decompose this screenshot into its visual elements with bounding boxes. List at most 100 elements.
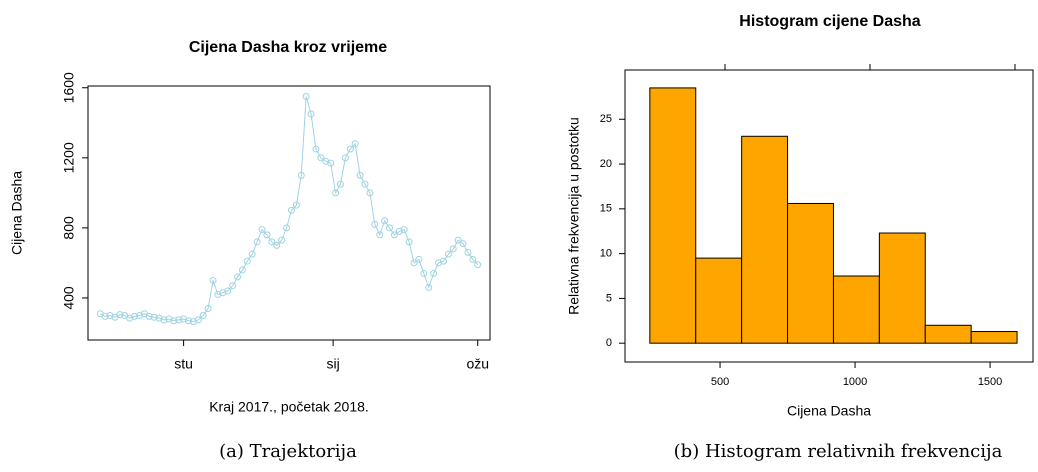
point — [435, 259, 443, 267]
point — [204, 304, 212, 312]
point — [224, 287, 232, 295]
point — [312, 145, 320, 153]
point — [243, 257, 251, 265]
point — [351, 140, 359, 148]
caption: (b) Histogram relativnih frekvencija — [674, 441, 1003, 462]
point — [390, 231, 398, 239]
y-tick-label: 1600 — [61, 72, 77, 103]
point — [341, 154, 349, 162]
point — [189, 318, 197, 326]
y-tick-label: 1200 — [61, 142, 77, 173]
point — [253, 238, 261, 246]
point — [425, 283, 433, 291]
point — [346, 145, 354, 153]
y-tick-label: 15 — [600, 203, 612, 215]
point — [180, 315, 188, 323]
point — [101, 312, 109, 320]
point — [194, 316, 202, 324]
point — [439, 257, 447, 265]
point — [185, 317, 192, 325]
point — [366, 189, 374, 197]
y-tick-label: 800 — [61, 216, 77, 240]
point — [474, 261, 482, 269]
point — [430, 269, 438, 277]
y-tick-label: 25 — [600, 113, 612, 125]
point — [229, 282, 237, 290]
plot-frame — [624, 69, 1034, 363]
point — [415, 255, 423, 263]
x-axis-label: Cijena Dasha — [787, 403, 871, 419]
x-tick-label: 500 — [711, 376, 729, 388]
point — [464, 248, 472, 256]
point — [199, 311, 207, 319]
point — [420, 269, 428, 277]
point — [238, 266, 246, 274]
point — [126, 314, 134, 322]
y-tick-label: 20 — [600, 158, 612, 170]
y-tick-label: 0 — [606, 337, 612, 349]
x-tick-label: 1000 — [843, 376, 867, 388]
point — [160, 316, 168, 324]
point — [336, 180, 344, 188]
point — [381, 217, 389, 225]
point — [459, 240, 467, 248]
x-axis-label: Kraj 2017., početak 2018. — [209, 399, 369, 415]
point — [258, 226, 266, 234]
caption: (a) Trajektorija — [219, 441, 357, 462]
point — [297, 171, 305, 179]
point — [268, 238, 276, 246]
x-tick-label: 1500 — [978, 376, 1002, 388]
point — [155, 314, 163, 322]
point — [317, 154, 325, 162]
point — [234, 273, 242, 281]
point — [376, 231, 384, 239]
point — [287, 206, 295, 214]
point — [150, 313, 158, 321]
point — [395, 227, 403, 235]
bar — [741, 135, 789, 344]
point — [400, 226, 408, 234]
point — [361, 180, 369, 188]
chart-title: Histogram cijene Dasha — [739, 13, 921, 30]
point — [386, 224, 393, 232]
plot-frame — [87, 85, 491, 341]
point — [116, 311, 124, 319]
x-tick-label: ožu — [466, 356, 489, 372]
point — [170, 317, 178, 325]
bar — [695, 257, 743, 344]
point — [469, 255, 477, 263]
x-tick-label: stu — [174, 356, 193, 372]
bar — [970, 331, 1018, 344]
point — [248, 250, 256, 258]
point — [454, 236, 462, 244]
chart-title: Cijena Dasha kroz vrijeme — [189, 39, 387, 56]
point — [410, 259, 418, 267]
bar — [787, 202, 834, 344]
point — [175, 316, 183, 324]
y-tick-label: 10 — [600, 248, 612, 260]
point — [327, 159, 335, 167]
point — [302, 93, 310, 101]
point — [273, 241, 281, 249]
bar — [878, 232, 926, 344]
point — [292, 201, 300, 209]
point — [371, 220, 379, 228]
point — [283, 224, 291, 232]
point — [131, 312, 139, 320]
line — [100, 96, 479, 323]
y-tick-label: 5 — [606, 292, 612, 304]
point — [106, 311, 114, 319]
y-axis-label: Cijena Dasha — [9, 171, 25, 255]
point — [322, 157, 330, 165]
point — [444, 250, 452, 258]
point — [214, 290, 222, 298]
point — [332, 189, 340, 197]
point — [165, 315, 173, 323]
bar — [924, 324, 972, 344]
point — [145, 312, 153, 320]
x-tick-label: sij — [327, 356, 340, 372]
point — [263, 231, 271, 239]
point — [356, 171, 364, 179]
point — [135, 311, 143, 319]
